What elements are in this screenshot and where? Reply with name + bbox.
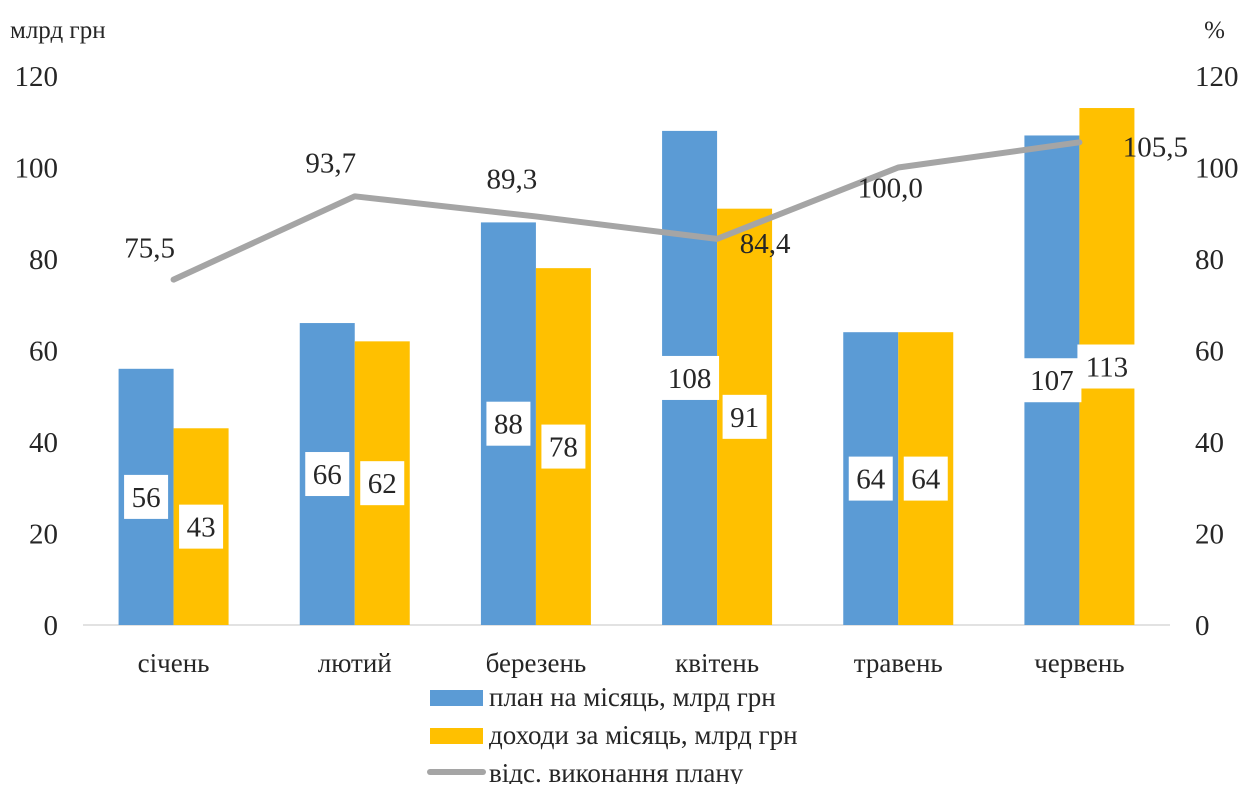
data-label-box [903,456,948,501]
y-right-tick-label: 40 [1195,427,1224,459]
legend-label: план на місяць, млрд грн [489,682,776,712]
x-category-label: січень [138,648,210,678]
x-category-label: квітень [675,648,759,678]
legend: план на місяць, млрд грн доходи за місяць… [427,682,798,788]
bar-data-label: 78 [549,432,578,464]
x-category-label: травень [854,648,943,678]
y-left-tick-label: 60 [29,336,58,368]
x-axis-categories: січень лютий березень квітень травень червень [138,648,1125,678]
x-category-label: червень [1034,648,1124,678]
line-data-label: 93,7 [305,147,356,179]
line-data-label: 75,5 [124,233,175,265]
line-data-label: 100,0 [858,173,923,205]
data-label-box [1077,344,1137,389]
data-label-box [541,424,586,469]
legend-label: доходи за місяць, млрд грн [489,720,798,750]
y-right-tick-label: 20 [1195,519,1224,551]
line-data-label: 89,3 [487,163,538,195]
x-category-label: лютий [318,648,392,678]
series-line-plan-completion [170,139,1083,283]
data-label-box [722,394,767,439]
y-right-tick-label: 120 [1195,61,1239,93]
data-label-box [848,456,893,501]
data-label-box [486,401,531,446]
data-label-box [660,355,720,400]
line-layer [170,139,1083,283]
y-left-tick-label: 40 [29,427,58,459]
y-right-axis: 0 20 40 60 80 100 120 [1195,61,1239,642]
line-labels-layer: 75,5 93,7 89,3 84,4 100,0 105,5 [124,131,1188,264]
bar-data-label: 62 [368,468,397,500]
y-right-axis-title: % [1204,17,1225,44]
data-label-box [1022,358,1082,403]
data-label-box [360,461,405,506]
legend-swatch [430,728,483,744]
y-right-tick-label: 100 [1195,153,1239,185]
bar-data-label: 108 [668,363,712,395]
bar-data-label: 107 [1030,365,1074,397]
legend-swatch [430,690,483,706]
y-left-tick-label: 20 [29,519,58,551]
data-label-box [305,452,350,497]
bar-labels-layer: 56 66 88 108 64 107 43 62 78 91 64 113 [124,344,1137,549]
line-data-label: 84,4 [740,228,791,260]
y-left-tick-label: 120 [15,61,59,93]
y-right-tick-label: 80 [1195,244,1224,276]
bars-layer [118,108,1135,626]
y-right-tick-label: 0 [1195,610,1210,642]
bar-data-label: 64 [911,464,941,496]
bar-data-label: 56 [132,482,161,514]
y-left-tick-label: 100 [15,153,59,185]
y-right-tick-label: 60 [1195,336,1224,368]
legend-label: відс. виконання плану [489,758,744,784]
line-data-label: 105,5 [1123,131,1188,163]
bar-data-label: 66 [313,459,342,491]
y-left-tick-label: 80 [29,244,58,276]
bar-data-label: 64 [856,464,886,496]
bar-data-label: 113 [1086,352,1128,384]
y-left-tick-label: 0 [44,610,59,642]
data-label-box [179,504,224,549]
x-category-label: березень [486,648,587,678]
y-left-axis-title: млрд грн [10,17,106,44]
bar-data-label: 43 [187,512,216,544]
data-label-box [124,474,169,519]
bar-data-label: 88 [494,409,523,441]
y-left-axis: 0 20 40 60 80 100 120 [15,61,59,642]
bar-data-label: 91 [730,402,759,434]
